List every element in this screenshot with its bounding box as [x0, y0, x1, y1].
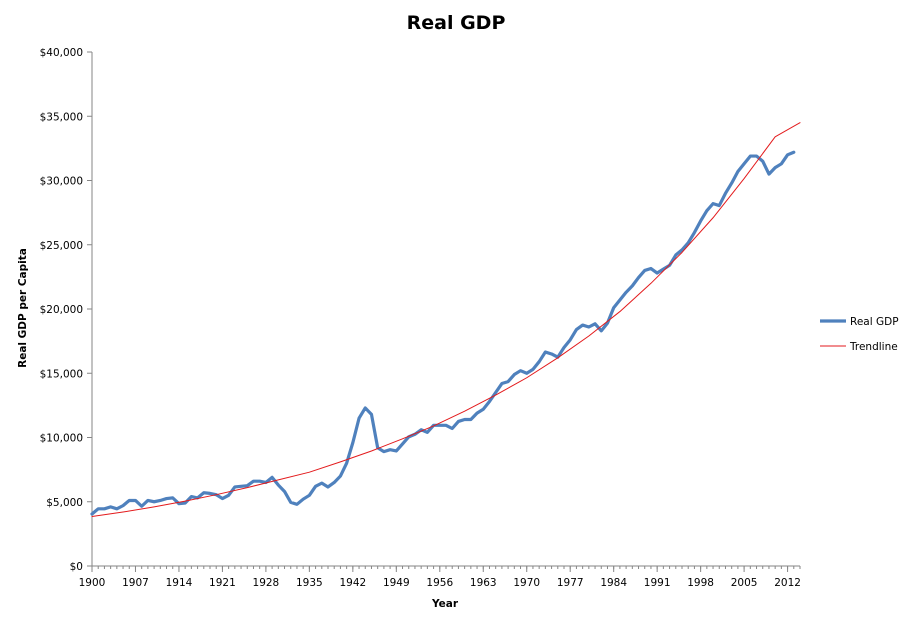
y-tick-label: $40,000 [40, 47, 83, 59]
y-tick-label: $25,000 [40, 240, 83, 252]
x-tick-label: 1956 [426, 577, 453, 589]
x-tick-label: 1949 [383, 577, 410, 589]
x-tick-label: 2012 [774, 577, 801, 589]
x-tick-label: 1984 [600, 577, 627, 589]
legend: Real GDP Trendline [820, 316, 899, 353]
x-tick-label: 2005 [731, 577, 758, 589]
series-line-trendline [91, 122, 801, 518]
x-tick-label: 1977 [557, 577, 584, 589]
y-tick-label: $30,000 [40, 176, 83, 188]
x-tick-label: 1942 [339, 577, 366, 589]
plot-area [90, 122, 801, 518]
y-tick-label: $5,000 [46, 497, 83, 509]
series-line-real-gdp [90, 150, 796, 516]
x-tick-label: 1921 [209, 577, 236, 589]
x-tick-label: 1907 [122, 577, 149, 589]
x-axis-title: Year [431, 598, 459, 610]
x-tick-label: 1900 [79, 577, 106, 589]
legend-label-real-gdp: Real GDP [850, 316, 899, 328]
y-tick-label: $10,000 [40, 433, 83, 445]
x-tick-label: 1935 [296, 577, 323, 589]
x-tick-label: 1963 [470, 577, 497, 589]
x-axis: 1900 1907 1914 1921 1928 1935 1942 1949 1956 1963… [79, 565, 801, 589]
x-tick-label: 1991 [644, 577, 671, 589]
x-tick-label: 1970 [513, 577, 540, 589]
y-tick-label: $0 [70, 561, 83, 573]
y-tick-label: $35,000 [40, 111, 83, 123]
chart-title: Real GDP [407, 12, 506, 34]
x-tick-label: 1914 [166, 577, 193, 589]
x-tick-label: 1928 [253, 577, 280, 589]
y-axis: $0 $5,000 $10,000 $15,000 $20,000 $25,000 $30,… [40, 47, 93, 573]
y-tick-label: $20,000 [40, 304, 83, 316]
y-tick-label: $15,000 [40, 368, 83, 380]
x-tick-label: 1998 [687, 577, 714, 589]
y-axis-title: Real GDP per Capita [17, 248, 29, 368]
legend-label-trendline: Trendline [849, 341, 898, 353]
